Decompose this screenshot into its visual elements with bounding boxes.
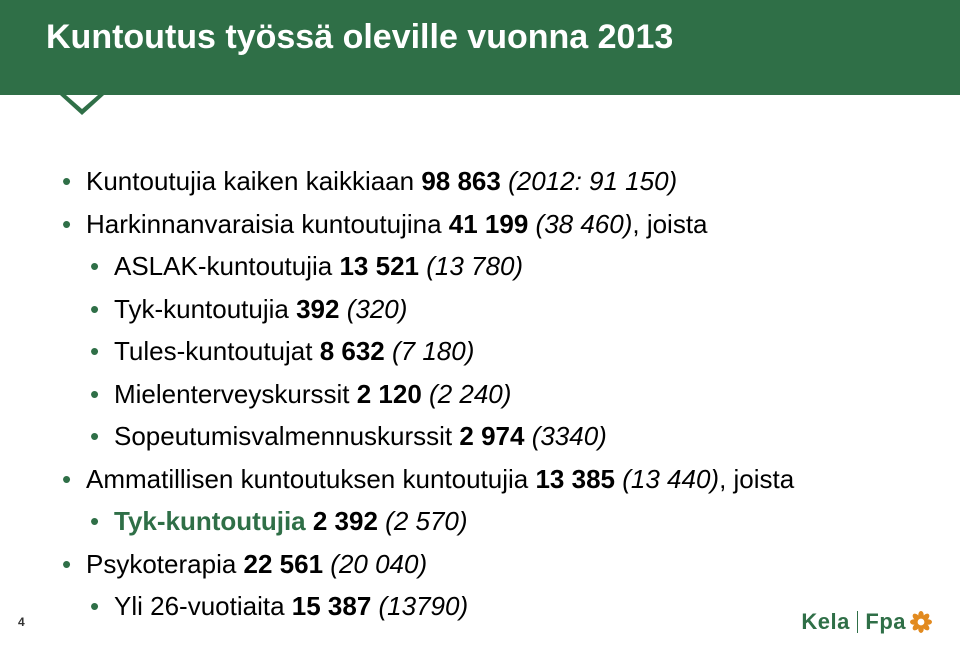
item-value: 15 387 [292,591,379,621]
rosette-icon [910,611,932,633]
item-prev-value: (13 440) [622,464,719,494]
sub-list: Tyk-kuntoutujia 2 392 (2 570) [86,505,900,538]
item-value: 2 974 [459,421,531,451]
item-text: Sopeutumisvalmennuskurssit [114,421,459,451]
page-title: Kuntoutus työssä oleville vuonna 2013 [46,18,673,57]
item-text: Yli 26-vuotiaita [114,591,292,621]
item-prev-value: (2 570) [385,506,467,536]
list-item: Yli 26-vuotiaita 15 387 (13790) [86,590,900,623]
item-text: Mielenterveyskurssit [114,379,357,409]
item-value: 13 521 [339,251,426,281]
bullet-list: Kuntoutujia kaiken kaikkiaan 98 863 (201… [62,165,900,623]
item-text: Tyk-kuntoutujia [114,506,313,536]
item-value: 13 385 [535,464,622,494]
item-text: Tyk-kuntoutujia [114,294,296,324]
logo: Kela Fpa [801,609,932,635]
list-item: Tules-kuntoutujat 8 632 (7 180) [86,335,900,368]
item-value: 98 863 [421,166,508,196]
item-prev-value: (3340) [532,421,607,451]
logo-text-right: Fpa [865,609,906,635]
item-text: Ammatillisen kuntoutuksen kuntoutujia [86,464,535,494]
item-value: 41 199 [449,209,536,239]
sub-list: Yli 26-vuotiaita 15 387 (13790) [86,590,900,623]
item-prev-value: (13790) [379,591,469,621]
item-prev-value: (320) [347,294,408,324]
header-band: Kuntoutus työssä oleville vuonna 2013 [0,0,960,95]
logo-divider [857,611,859,633]
item-prev-value: (38 460) [536,209,633,239]
item-value: 2 392 [313,506,385,536]
item-value: 8 632 [320,336,392,366]
list-item: Psykoterapia 22 561 (20 040) Yli 26-vuoti… [62,548,900,623]
list-item: Sopeutumisvalmennuskurssit 2 974 (3340) [86,420,900,453]
header-notch-inner [66,95,98,109]
logo-text-left: Kela [801,609,849,635]
item-prev-value: (7 180) [392,336,474,366]
item-value: 22 561 [244,549,331,579]
item-prev-value: (2 240) [429,379,511,409]
item-text-post: , joista [632,209,707,239]
item-text: Psykoterapia [86,549,244,579]
item-text: Harkinnanvaraisia kuntoutujina [86,209,449,239]
list-item: Mielenterveyskurssit 2 120 (2 240) [86,378,900,411]
list-item: Tyk-kuntoutujia 392 (320) [86,293,900,326]
item-text: Kuntoutujia kaiken kaikkiaan [86,166,421,196]
sub-list: ASLAK-kuntoutujia 13 521 (13 780) Tyk-kun… [86,250,900,453]
item-value: 2 120 [357,379,429,409]
page-number: 4 [18,615,25,629]
list-item: Ammatillisen kuntoutuksen kuntoutujia 13… [62,463,900,538]
item-text: Tules-kuntoutujat [114,336,320,366]
item-value: 392 [296,294,347,324]
item-prev-value: (20 040) [330,549,427,579]
body-content: Kuntoutujia kaiken kaikkiaan 98 863 (201… [62,165,900,633]
item-text-post: , joista [719,464,794,494]
slide-root: { "header": { "title": "Kuntoutus työssä… [0,0,960,651]
item-prev-value: (13 780) [426,251,523,281]
item-prev-value: (2012: 91 150) [508,166,677,196]
list-item: Kuntoutujia kaiken kaikkiaan 98 863 (201… [62,165,900,198]
list-item: ASLAK-kuntoutujia 13 521 (13 780) [86,250,900,283]
item-text: ASLAK-kuntoutujia [114,251,339,281]
list-item: Tyk-kuntoutujia 2 392 (2 570) [86,505,900,538]
list-item: Harkinnanvaraisia kuntoutujina 41 199 (3… [62,208,900,453]
